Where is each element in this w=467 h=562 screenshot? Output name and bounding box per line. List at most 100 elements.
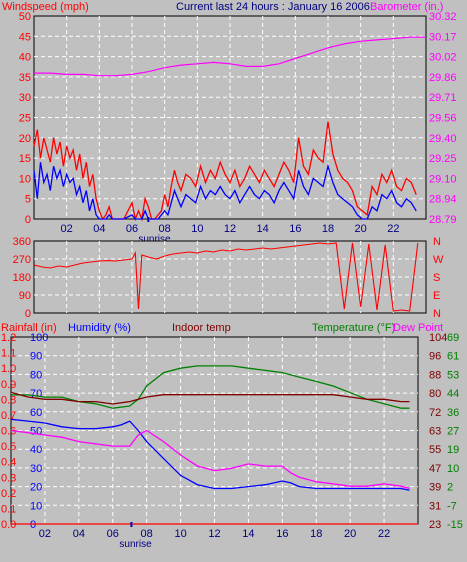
- indoor-temp-tick-label: 80: [429, 388, 441, 400]
- temperature-tick-label: 44: [447, 388, 459, 400]
- rainfall-tick-label: 1.2: [1, 332, 16, 344]
- rainfall-axis-label: Rainfall (in): [1, 322, 57, 334]
- indoor-temp-tick-label: 96: [429, 351, 441, 363]
- compass-tick-label: E: [433, 290, 440, 302]
- temperature-tick-label: -7: [447, 500, 457, 512]
- windspeed-tick-label: 10: [19, 173, 31, 185]
- series-dew-point: [10, 429, 410, 490]
- x-tick-label: 20: [344, 528, 356, 540]
- windspeed-tick-label: 50: [19, 11, 31, 23]
- barometer-tick-label: 29.10: [429, 173, 457, 185]
- chart-title: Current last 24 hours : January 16 2006: [176, 1, 370, 13]
- rainfall-tick-label: 0.6: [1, 426, 16, 438]
- barometer-tick-label: 30.17: [429, 31, 457, 43]
- windspeed-tick-label: 45: [19, 31, 31, 43]
- rainfall-tick-label: 1.1: [1, 348, 16, 360]
- x-tick-label: 18: [322, 223, 334, 235]
- temperature-tick-label: 10: [447, 463, 459, 475]
- compass-tick-label: S: [433, 272, 440, 284]
- x-tick-label: 10: [174, 528, 186, 540]
- temperature-tick-label: -15: [447, 519, 463, 531]
- humidity-tick-label: 50: [30, 426, 42, 438]
- rainfall-tick-label: 0.9: [1, 379, 16, 391]
- direction-tick-label: 270: [13, 254, 31, 266]
- indoor-temp-tick-label: 23: [429, 519, 441, 531]
- rainfall-tick-label: 0.4: [1, 457, 16, 469]
- x-tick-label: 22: [378, 528, 390, 540]
- barometer-tick-label: 29.71: [429, 92, 457, 104]
- series-humidity: [10, 418, 410, 491]
- chart-panels: 0510152025303540455028.7928.9429.1029.25…: [1, 11, 463, 550]
- series-wind-gust: [33, 121, 417, 222]
- direction-tick-label: 360: [13, 236, 31, 248]
- indoor-temp-tick-label: 31: [429, 500, 441, 512]
- series-indoor-temp: [10, 391, 410, 405]
- series-wind-direction: [33, 242, 419, 312]
- sunrise-label: sunrise: [119, 539, 152, 550]
- humidity-tick-label: 90: [30, 351, 42, 363]
- x-tick-label: 22: [387, 223, 399, 235]
- x-tick-label: 12: [224, 223, 236, 235]
- indoor-temp-tick-label: 55: [429, 444, 441, 456]
- humidity-tick-label: 30: [30, 463, 42, 475]
- x-tick-label: 20: [355, 223, 367, 235]
- direction-tick-label: 0: [25, 308, 31, 320]
- x-tick-label: 12: [208, 528, 220, 540]
- rainfall-tick-label: 0.3: [1, 472, 16, 484]
- rainfall-tick-label: 1.0: [1, 363, 16, 375]
- x-tick-label: 14: [242, 528, 254, 540]
- barometer-tick-label: 29.86: [429, 72, 457, 84]
- temperature-tick-label: 19: [447, 444, 459, 456]
- x-tick-label: 06: [126, 223, 138, 235]
- x-tick-label: 18: [310, 528, 322, 540]
- barometer-tick-label: 29.56: [429, 113, 457, 125]
- compass-tick-label: N: [433, 308, 441, 320]
- humidity-tick-label: 0: [30, 519, 36, 531]
- humidity-tick-label: 100: [30, 332, 48, 344]
- x-tick-label: 08: [141, 528, 153, 540]
- x-tick-label: 16: [289, 223, 301, 235]
- direction-tick-label: 180: [13, 272, 31, 284]
- dew-point-axis-label: Dew Point: [393, 322, 443, 334]
- humidity-tick-label: 80: [30, 369, 42, 381]
- direction-tick-label: 90: [19, 290, 31, 302]
- windspeed-tick-label: 30: [19, 92, 31, 104]
- indoor-temp-tick-label: 39: [429, 482, 441, 494]
- rainfall-tick-label: 0.2: [1, 488, 16, 500]
- temperature-tick-label: 36: [447, 407, 459, 419]
- windspeed-tick-label: 25: [19, 113, 31, 125]
- indoor-temp-axis-label: Indoor temp: [172, 322, 231, 334]
- barometer-tick-label: 28.94: [429, 194, 457, 206]
- compass-tick-label: N: [433, 236, 441, 248]
- sunrise-marker: [130, 522, 133, 527]
- compass-tick-label: W: [433, 254, 444, 266]
- indoor-temp-tick-label: 104: [429, 332, 447, 344]
- x-tick-label: 10: [191, 223, 203, 235]
- temperature-tick-label: 61: [447, 351, 459, 363]
- windspeed-tick-label: 5: [25, 194, 31, 206]
- x-tick-label: 16: [276, 528, 288, 540]
- humidity-axis-label: Humidity (%): [68, 322, 131, 334]
- barometer-tick-label: 28.79: [429, 214, 457, 226]
- windspeed-axis-label: Windspeed (mph): [2, 1, 89, 13]
- humidity-tick-label: 10: [30, 500, 42, 512]
- windspeed-tick-label: 40: [19, 52, 31, 64]
- windspeed-tick-label: 20: [19, 133, 31, 145]
- barometer-axis-label: Barometer (in.): [370, 1, 443, 13]
- series-wind-speed: [33, 162, 417, 220]
- indoor-temp-tick-label: 72: [429, 407, 441, 419]
- series-barometer: [34, 36, 426, 77]
- rainfall-tick-label: 0.1: [1, 503, 16, 515]
- humidity-tick-label: 60: [30, 407, 42, 419]
- temperature-tick-label: 53: [447, 369, 459, 381]
- rainfall-tick-label: 0.5: [1, 441, 16, 453]
- x-tick-label: 02: [61, 223, 73, 235]
- windspeed-tick-label: 35: [19, 72, 31, 84]
- humidity-tick-label: 40: [30, 444, 42, 456]
- indoor-temp-tick-label: 63: [429, 426, 441, 438]
- x-tick-label: 04: [93, 223, 105, 235]
- x-tick-label: 14: [257, 223, 269, 235]
- humidity-tick-label: 20: [30, 482, 42, 494]
- sunrise-label: sunrise: [138, 234, 171, 245]
